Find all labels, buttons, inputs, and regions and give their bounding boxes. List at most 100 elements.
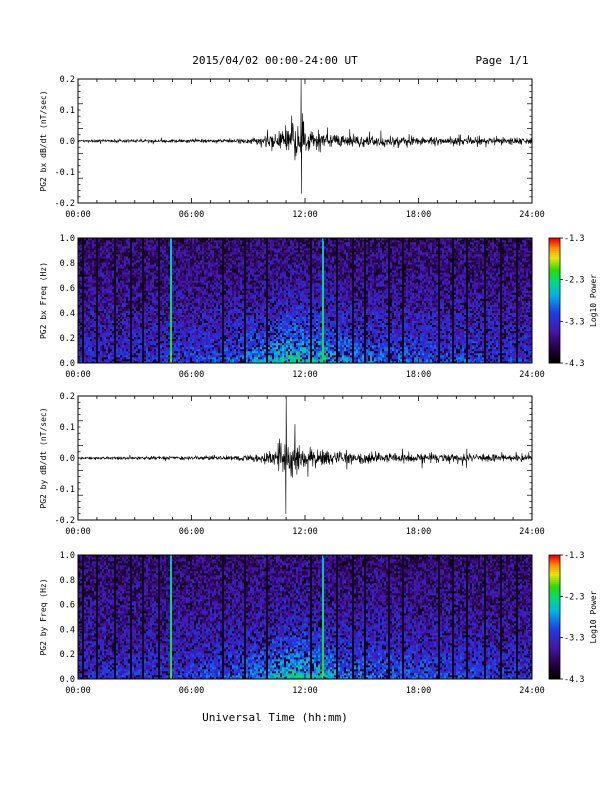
heatmap-cell [164, 272, 167, 275]
heatmap-cell [154, 308, 157, 311]
heatmap-cell [226, 244, 229, 247]
heatmap-cell [134, 306, 137, 309]
heatmap-cell [90, 258, 93, 261]
heatmap-cell [156, 276, 159, 279]
heatmap-cell [176, 276, 179, 279]
heatmap-cell [234, 348, 237, 352]
heatmap-cell [150, 308, 153, 311]
heatmap-cell [186, 304, 189, 307]
heatmap-cell [190, 330, 193, 334]
heatmap-cell [102, 352, 105, 356]
heatmap-cell [100, 338, 103, 342]
heatmap-cell [100, 326, 103, 330]
heatmap-cell [120, 298, 123, 301]
heatmap-cell [204, 290, 207, 293]
heatmap-cell [118, 314, 121, 317]
heatmap-cell [138, 266, 141, 269]
heatmap-cell [82, 282, 85, 285]
heatmap-cell [144, 300, 147, 303]
heatmap-cell [116, 318, 119, 321]
heatmap-cell [176, 274, 179, 277]
heatmap-cell [228, 306, 231, 309]
heatmap-cell [120, 338, 123, 342]
heatmap-cell [222, 264, 225, 267]
heatmap-cell [156, 270, 159, 273]
heatmap-cell [146, 302, 149, 305]
heatmap-cell [110, 350, 113, 354]
heatmap-cell [164, 360, 167, 364]
heatmap-cell [138, 350, 141, 354]
heatmap-cell [124, 266, 127, 269]
heatmap-cell [118, 268, 121, 271]
heatmap-cell [182, 308, 185, 311]
heatmap-cell [80, 348, 83, 352]
heatmap-cell [178, 344, 181, 348]
heatmap-cell [216, 358, 219, 362]
heatmap-cell [232, 294, 235, 297]
heatmap-cell [152, 340, 155, 344]
heatmap-cell [220, 350, 223, 354]
heatmap-cell [208, 346, 211, 350]
heatmap-cell [214, 254, 217, 257]
heatmap-cell [148, 348, 151, 352]
heatmap-cell [162, 242, 165, 245]
heatmap-cell [220, 358, 223, 362]
heatmap-cell [100, 342, 103, 346]
heatmap-cell [168, 254, 171, 257]
heatmap-cell [198, 344, 201, 348]
heatmap-cell [222, 280, 225, 283]
heatmap-cell [80, 318, 83, 321]
heatmap-cell [142, 318, 145, 321]
heatmap-cell [164, 284, 167, 287]
heatmap-cell [172, 352, 175, 356]
heatmap-cell [112, 266, 115, 269]
heatmap-cell [128, 298, 131, 301]
heatmap-cell [122, 296, 125, 299]
heatmap-cell [114, 258, 117, 261]
heatmap-cell [136, 264, 139, 267]
heatmap-cell [230, 330, 233, 334]
heatmap-cell [110, 254, 113, 257]
heatmap-cell [216, 330, 219, 334]
heatmap-cell [114, 252, 117, 255]
heatmap-cell [130, 340, 133, 344]
heatmap-cell [190, 274, 193, 277]
heatmap-cell [132, 282, 135, 285]
heatmap-cell [140, 326, 143, 330]
heatmap-cell [188, 344, 191, 348]
heatmap-cell [116, 294, 119, 297]
heatmap-cell [228, 276, 231, 279]
heatmap-cell [112, 316, 115, 319]
heatmap-cell [164, 288, 167, 291]
heatmap-cell [152, 294, 155, 297]
heatmap-cell [212, 244, 215, 247]
heatmap-cell [116, 324, 119, 328]
heatmap-cell [202, 336, 205, 340]
heatmap-cell [222, 316, 225, 319]
heatmap-cell [216, 296, 219, 299]
heatmap-cell [92, 240, 95, 243]
heatmap-cell [184, 354, 187, 358]
heatmap-cell [136, 334, 139, 338]
heatmap-cell [108, 328, 111, 332]
heatmap-cell [158, 322, 161, 325]
heatmap-cell [116, 252, 119, 255]
heatmap-cell [142, 240, 145, 243]
heatmap-cell [210, 332, 213, 336]
heatmap-cell [184, 254, 187, 257]
heatmap-cell [134, 322, 137, 325]
heatmap-cell [188, 310, 191, 313]
heatmap-cell [82, 340, 85, 344]
heatmap-cell [166, 266, 169, 269]
heatmap-cell [106, 338, 109, 342]
heatmap-cell [214, 352, 217, 356]
heatmap-cell [116, 248, 119, 251]
heatmap-cell [140, 256, 143, 259]
heatmap-cell [232, 360, 235, 364]
heatmap-cell [176, 278, 179, 281]
heatmap-cell [228, 294, 231, 297]
heatmap-cell [94, 322, 97, 325]
heatmap-cell [118, 266, 121, 269]
heatmap-cell [226, 326, 229, 330]
heatmap-cell [100, 356, 103, 360]
